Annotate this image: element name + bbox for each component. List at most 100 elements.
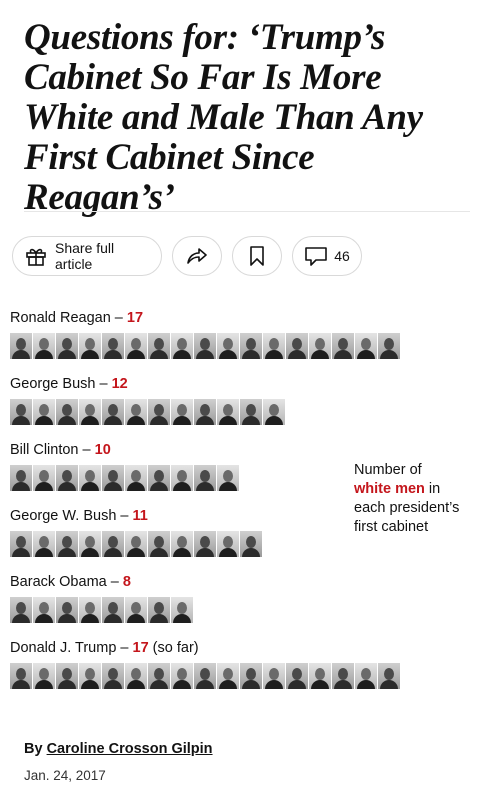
cabinet-member-photo	[217, 465, 239, 491]
cabinet-member-photo	[79, 597, 101, 623]
faces-row-clinton	[10, 465, 240, 491]
share-arrow-icon	[186, 246, 208, 266]
share-arrow-button[interactable]	[172, 236, 222, 276]
cabinet-member-photo	[217, 663, 239, 689]
cabinet-member-photo	[263, 399, 285, 425]
row-label-bush: George Bush – 12	[10, 376, 128, 392]
cabinet-member-photo	[56, 399, 78, 425]
cabinet-member-photo	[125, 531, 147, 557]
faces-row-obama	[10, 597, 194, 623]
cabinet-member-photo	[171, 597, 193, 623]
cabinet-member-photo	[148, 399, 170, 425]
row-label-trump: Donald J. Trump – 17 (so far)	[10, 640, 199, 656]
cabinet-member-photo	[102, 399, 124, 425]
cabinet-member-photo	[56, 663, 78, 689]
cabinet-member-photo	[10, 333, 32, 359]
president-name: Bill Clinton	[10, 442, 79, 458]
row-label-obama: Barack Obama – 8	[10, 574, 131, 590]
row-label-gw-bush: George W. Bush – 11	[10, 508, 148, 524]
count: 17	[132, 640, 149, 656]
cabinet-member-photo	[102, 333, 124, 359]
cabinet-member-photo	[125, 399, 147, 425]
share-button-label: Share full article	[55, 240, 115, 272]
cabinet-member-photo	[33, 333, 55, 359]
cabinet-member-photo	[125, 663, 147, 689]
byline: By Caroline Crosson Gilpin	[24, 741, 213, 757]
cabinet-member-photo	[148, 333, 170, 359]
cabinet-member-photo	[10, 663, 32, 689]
cabinet-member-photo	[10, 531, 32, 557]
cabinet-member-photo	[240, 531, 262, 557]
cabinet-member-photo	[33, 465, 55, 491]
cabinet-member-photo	[10, 597, 32, 623]
gift-icon	[25, 245, 47, 267]
cabinet-member-photo	[148, 531, 170, 557]
cabinet-member-photo	[56, 597, 78, 623]
cabinet-member-photo	[125, 333, 147, 359]
faces-row-bush	[10, 399, 286, 425]
cabinet-member-photo	[194, 663, 216, 689]
bookmark-icon	[249, 245, 265, 267]
cabinet-member-photo	[263, 333, 285, 359]
cabinet-member-photo	[33, 663, 55, 689]
cabinet-member-photo	[148, 597, 170, 623]
president-name: Barack Obama	[10, 574, 107, 590]
cabinet-member-photo	[56, 531, 78, 557]
count: 10	[94, 442, 111, 458]
cabinet-member-photo	[286, 663, 308, 689]
cabinet-member-photo	[79, 465, 101, 491]
comment-count: 46	[334, 248, 350, 264]
cabinet-member-photo	[378, 663, 400, 689]
cabinet-member-photo	[125, 465, 147, 491]
cabinet-member-photo	[102, 465, 124, 491]
cabinet-member-photo	[217, 333, 239, 359]
cabinet-member-photo	[309, 333, 331, 359]
cabinet-member-photo	[79, 531, 101, 557]
cabinet-member-photo	[171, 531, 193, 557]
row-label-clinton: Bill Clinton – 10	[10, 442, 111, 458]
cabinet-member-photo	[240, 663, 262, 689]
cabinet-member-photo	[171, 399, 193, 425]
bookmark-button[interactable]	[232, 236, 282, 276]
article-toolbar: Share full article 46	[12, 236, 362, 276]
author-link[interactable]: Caroline Crosson Gilpin	[46, 741, 213, 757]
cabinet-member-photo	[355, 663, 377, 689]
cabinet-member-photo	[148, 465, 170, 491]
cabinet-member-photo	[56, 333, 78, 359]
faces-row-reagan	[10, 333, 401, 359]
row-label-reagan: Ronald Reagan – 17	[10, 310, 144, 326]
cabinet-member-photo	[10, 465, 32, 491]
cabinet-member-photo	[217, 531, 239, 557]
cabinet-member-photo	[194, 399, 216, 425]
count: 8	[122, 574, 131, 590]
cabinet-member-photo	[171, 333, 193, 359]
count: 12	[111, 376, 128, 392]
cabinet-member-photo	[10, 399, 32, 425]
cabinet-member-photo	[286, 333, 308, 359]
president-name: George Bush	[10, 376, 96, 392]
cabinet-member-photo	[102, 531, 124, 557]
president-name: George W. Bush	[10, 508, 117, 524]
cabinet-member-photo	[79, 663, 101, 689]
cabinet-member-photo	[194, 531, 216, 557]
cabinet-member-photo	[309, 663, 331, 689]
cabinet-member-photo	[33, 531, 55, 557]
cabinet-member-photo	[125, 597, 147, 623]
publish-date: Jan. 24, 2017	[24, 768, 106, 783]
count: 11	[132, 508, 148, 524]
headline: Questions for: ‘Trump’s Cabinet So Far I…	[24, 17, 423, 218]
comments-button[interactable]: 46	[292, 236, 362, 276]
cabinet-member-photo	[33, 399, 55, 425]
cabinet-member-photo	[217, 399, 239, 425]
cabinet-member-photo	[79, 399, 101, 425]
cabinet-member-photo	[79, 333, 101, 359]
cabinet-member-photo	[171, 663, 193, 689]
comment-icon	[304, 245, 328, 267]
share-full-article-button[interactable]: Share full article	[12, 236, 162, 276]
cabinet-member-photo	[194, 465, 216, 491]
cabinet-member-photo	[240, 399, 262, 425]
cabinet-member-photo	[194, 333, 216, 359]
faces-row-gw-bush	[10, 531, 263, 557]
cabinet-member-photo	[56, 465, 78, 491]
cabinet-member-photo	[378, 333, 400, 359]
